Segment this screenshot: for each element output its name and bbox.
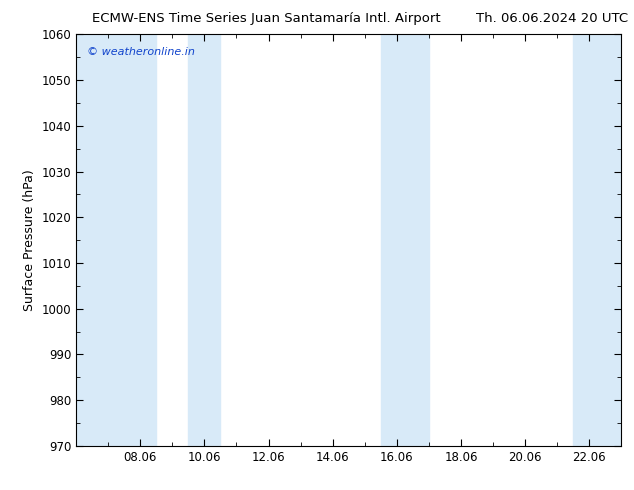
Bar	[76, 34, 156, 446]
Y-axis label: Surface Pressure (hPa): Surface Pressure (hPa)	[23, 169, 36, 311]
Bar	[188, 34, 221, 446]
Text: © weatheronline.in: © weatheronline.in	[87, 47, 195, 57]
Bar	[381, 34, 429, 446]
Bar	[573, 34, 621, 446]
Text: Th. 06.06.2024 20 UTC: Th. 06.06.2024 20 UTC	[476, 12, 628, 25]
Text: ECMW-ENS Time Series Juan Santamaría Intl. Airport: ECMW-ENS Time Series Juan Santamaría Int…	[92, 12, 441, 25]
